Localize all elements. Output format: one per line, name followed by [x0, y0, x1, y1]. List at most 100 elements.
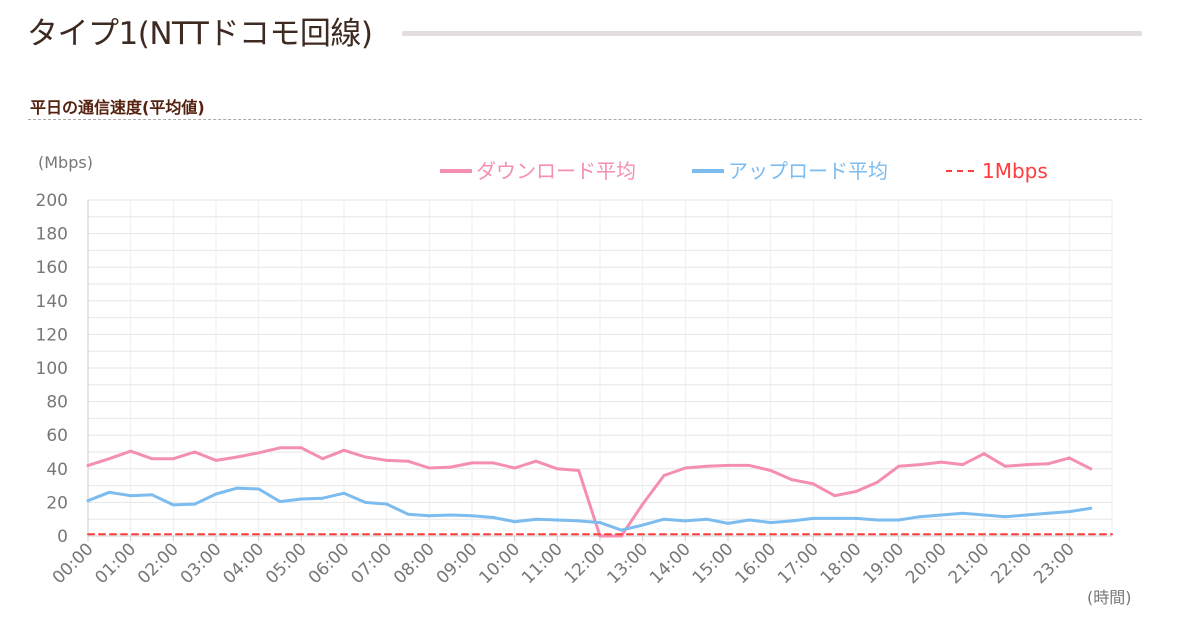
- data-point: [534, 517, 538, 521]
- data-point: [897, 518, 901, 522]
- data-point: [1025, 513, 1029, 517]
- x-tick-label: 08:00: [390, 539, 439, 588]
- data-point: [662, 474, 666, 478]
- data-point: [705, 517, 709, 521]
- y-tick-label: 160: [36, 258, 68, 278]
- x-tick-label: 23:00: [1030, 539, 1079, 588]
- legend-label-1: アップロード平均: [728, 159, 888, 183]
- x-tick-label: 11:00: [518, 539, 567, 588]
- data-point: [683, 519, 687, 523]
- legend-label-0: ダウンロード平均: [476, 159, 636, 183]
- x-tick-label: 09:00: [433, 539, 482, 588]
- data-point: [875, 518, 879, 522]
- x-axis-unit-label: (時間): [1087, 588, 1132, 607]
- data-point: [577, 519, 581, 523]
- data-point: [470, 461, 474, 465]
- data-point: [513, 520, 517, 524]
- title-divider: [402, 31, 1142, 36]
- y-tick-label: 80: [46, 393, 68, 413]
- data-point: [961, 511, 965, 515]
- data-point: [150, 493, 154, 497]
- data-point: [598, 521, 602, 525]
- data-point: [171, 503, 175, 507]
- data-point: [769, 521, 773, 525]
- data-point: [513, 466, 517, 470]
- data-point: [449, 513, 453, 517]
- x-tick-label: 20:00: [902, 539, 951, 588]
- data-point: [726, 463, 730, 467]
- data-point: [897, 464, 901, 468]
- data-point: [1089, 506, 1093, 510]
- data-point: [939, 460, 943, 464]
- data-point: [1046, 511, 1050, 515]
- data-point: [1067, 510, 1071, 514]
- data-point: [193, 450, 197, 454]
- data-point: [129, 494, 133, 498]
- data-point: [1025, 463, 1029, 467]
- data-point: [299, 446, 303, 450]
- x-tick-label: 18:00: [817, 539, 866, 588]
- data-point: [811, 482, 815, 486]
- data-point: [555, 467, 559, 471]
- data-point: [385, 502, 389, 506]
- data-point: [705, 464, 709, 468]
- data-point: [833, 494, 837, 498]
- data-point: [278, 446, 282, 450]
- data-point: [534, 459, 538, 463]
- data-point: [662, 517, 666, 521]
- data-point: [982, 513, 986, 517]
- data-point: [577, 468, 581, 472]
- data-point: [235, 486, 239, 490]
- data-point: [107, 457, 111, 461]
- data-point: [854, 489, 858, 493]
- data-point: [257, 451, 261, 455]
- data-point: [107, 490, 111, 494]
- data-point: [427, 466, 431, 470]
- x-tick-label: 02:00: [134, 539, 183, 588]
- section-divider: [28, 119, 1142, 120]
- data-point: [342, 448, 346, 452]
- data-point: [961, 463, 965, 467]
- data-point: [321, 457, 325, 461]
- data-point: [982, 452, 986, 456]
- data-point: [918, 463, 922, 467]
- data-point: [299, 497, 303, 501]
- y-tick-label: 140: [36, 292, 68, 312]
- data-point: [641, 523, 645, 527]
- data-point: [875, 480, 879, 484]
- page-title: タイプ1(NTTドコモ回線): [27, 16, 373, 52]
- data-point: [86, 463, 90, 467]
- data-point: [406, 459, 410, 463]
- data-point: [790, 519, 794, 523]
- y-tick-label: 0: [57, 527, 68, 547]
- data-point: [1003, 515, 1007, 519]
- y-axis-unit-label: (Mbps): [38, 153, 93, 172]
- y-tick-label: 20: [46, 493, 68, 513]
- data-point: [619, 528, 623, 532]
- x-tick-label: 04:00: [219, 539, 268, 588]
- legend-label-2: 1Mbps: [982, 159, 1048, 183]
- series-line-1: [86, 486, 1093, 532]
- x-tick-label: 13:00: [603, 539, 652, 588]
- x-tick-label: 10:00: [475, 539, 524, 588]
- data-point: [342, 491, 346, 495]
- data-point: [555, 518, 559, 522]
- data-point: [491, 516, 495, 520]
- data-point: [129, 449, 133, 453]
- data-point: [235, 455, 239, 459]
- x-tick-label: 06:00: [305, 539, 354, 588]
- data-point: [321, 496, 325, 500]
- x-tick-label: 21:00: [945, 539, 994, 588]
- x-tick-label: 17:00: [774, 539, 823, 588]
- legend: ダウンロード平均 アップロード平均 1Mbps: [440, 159, 1048, 183]
- x-tick-label: 07:00: [347, 539, 396, 588]
- data-point: [363, 500, 367, 504]
- data-point: [214, 492, 218, 496]
- data-point: [363, 455, 367, 459]
- x-tick-label: 03:00: [177, 539, 226, 588]
- section-title: 平日の通信速度(平均値): [30, 98, 205, 117]
- data-point: [193, 502, 197, 506]
- x-tick-label: 05:00: [262, 539, 311, 588]
- x-tick-label: 01:00: [91, 539, 140, 588]
- series-lines: [86, 446, 1113, 538]
